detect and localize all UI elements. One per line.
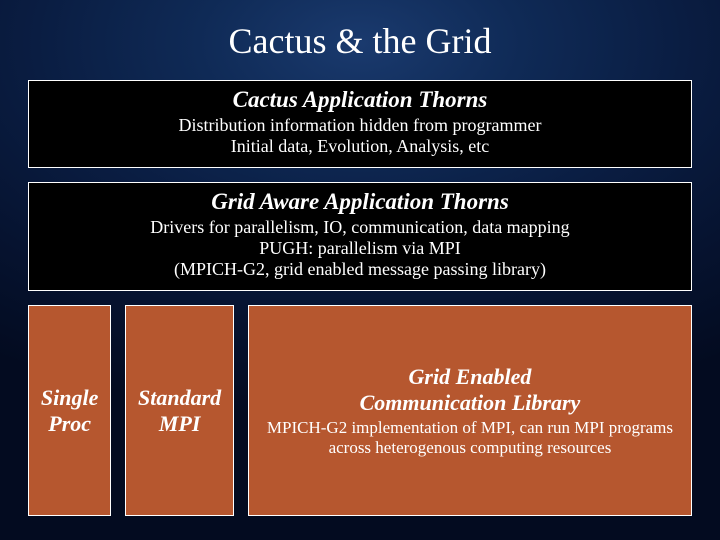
cell-single-proc: Single Proc [28, 305, 111, 516]
cell1-title-l2: MPI [159, 411, 201, 437]
box1-title: Cactus Application Thorns [41, 87, 679, 113]
box1-line2: Initial data, Evolution, Analysis, etc [41, 136, 679, 157]
bottom-row: Single Proc Standard MPI Grid Enabled Co… [28, 305, 692, 516]
box2-title: Grid Aware Application Thorns [41, 189, 679, 215]
box2-line2: PUGH: parallelism via MPI [41, 238, 679, 259]
cell2-body: MPICH-G2 implementation of MPI, can run … [259, 418, 681, 458]
box-cactus-app-thorns: Cactus Application Thorns Distribution i… [28, 80, 692, 168]
cell-standard-mpi: Standard MPI [125, 305, 234, 516]
cell0-title-l2: Proc [48, 411, 91, 437]
cell0-title-l1: Single [41, 385, 98, 411]
box2-line3: (MPICH-G2, grid enabled message passing … [41, 259, 679, 280]
cell2-title-l2: Communication Library [360, 390, 581, 416]
slide-title: Cactus & the Grid [28, 20, 692, 62]
box1-line1: Distribution information hidden from pro… [41, 115, 679, 136]
cell1-title-l1: Standard [138, 385, 221, 411]
box2-line1: Drivers for parallelism, IO, communicati… [41, 217, 679, 238]
cell-grid-enabled-lib: Grid Enabled Communication Library MPICH… [248, 305, 692, 516]
cell2-title-l1: Grid Enabled [409, 364, 532, 390]
box-grid-aware-thorns: Grid Aware Application Thorns Drivers fo… [28, 182, 692, 291]
